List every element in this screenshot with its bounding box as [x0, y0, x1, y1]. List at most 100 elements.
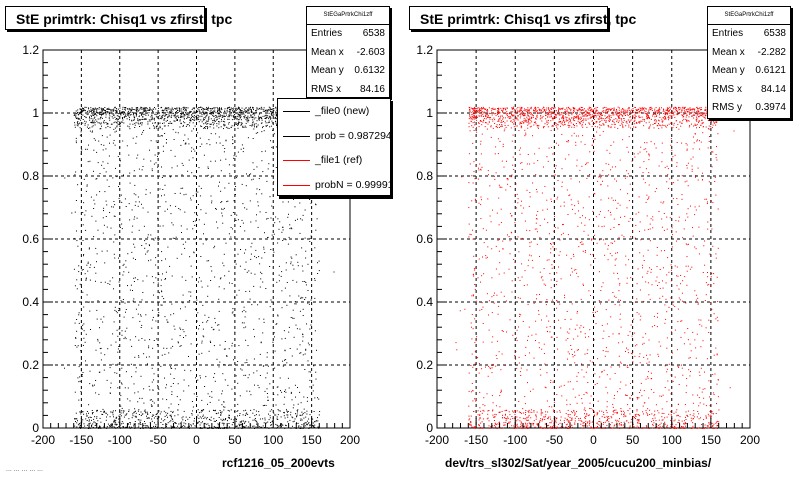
- data-point: [111, 427, 112, 429]
- data-point: [157, 282, 159, 284]
- data-point: [477, 107, 479, 109]
- data-point: [560, 107, 562, 109]
- data-point: [213, 124, 214, 126]
- data-point: [665, 125, 666, 127]
- data-point: [609, 119, 611, 121]
- data-point: [703, 112, 705, 114]
- data-point: [114, 309, 116, 311]
- data-point: [627, 108, 629, 110]
- data-point: [286, 304, 288, 306]
- data-point: [174, 422, 176, 423]
- data-point: [88, 248, 90, 250]
- data-point: [97, 338, 99, 340]
- data-point: [487, 413, 489, 415]
- data-point: [181, 116, 183, 118]
- data-point: [182, 419, 184, 421]
- data-point: [261, 131, 263, 133]
- data-point: [555, 125, 557, 127]
- data-point: [179, 422, 181, 424]
- data-point: [201, 427, 203, 429]
- data-point: [600, 117, 602, 119]
- data-point: [213, 418, 215, 420]
- data-point: [94, 139, 96, 141]
- data-point: [107, 122, 109, 124]
- data-point: [226, 356, 228, 357]
- data-point: [573, 109, 574, 111]
- data-point: [211, 202, 213, 204]
- data-point: [621, 118, 623, 120]
- data-point: [686, 114, 688, 116]
- data-point: [198, 328, 200, 330]
- data-point: [122, 108, 124, 110]
- data-point: [153, 379, 154, 381]
- data-point: [107, 108, 109, 110]
- data-point: [139, 428, 141, 429]
- data-point: [221, 393, 223, 395]
- data-point: [261, 122, 263, 124]
- data-point: [188, 427, 190, 429]
- data-point: [199, 146, 201, 147]
- data-point: [207, 109, 209, 111]
- data-point: [81, 411, 83, 413]
- data-point: [264, 120, 266, 122]
- data-point: [578, 117, 580, 119]
- data-point: [146, 417, 148, 419]
- data-point: [242, 151, 244, 153]
- data-point: [605, 121, 607, 123]
- data-point: [490, 126, 492, 128]
- data-point: [138, 119, 140, 120]
- data-point: [211, 270, 213, 272]
- data-point: [695, 116, 697, 118]
- data-point: [523, 122, 525, 124]
- data-point: [302, 333, 304, 335]
- data-point: [196, 214, 198, 216]
- data-point: [82, 224, 84, 226]
- data-point: [78, 123, 80, 125]
- data-point: [563, 117, 565, 119]
- data-point: [536, 115, 538, 116]
- data-point: [468, 107, 470, 109]
- data-point: [181, 113, 183, 115]
- data-point: [533, 121, 535, 123]
- data-point: [632, 115, 634, 116]
- data-point: [208, 108, 210, 109]
- data-point: [142, 131, 144, 133]
- data-point: [207, 423, 209, 425]
- data-point: [241, 183, 243, 185]
- data-point: [582, 121, 584, 123]
- data-point: [548, 114, 550, 116]
- data-point: [264, 115, 266, 117]
- data-point: [164, 377, 165, 379]
- data-point: [536, 116, 538, 118]
- data-point: [558, 121, 560, 123]
- data-point: [178, 423, 180, 425]
- data-point: [237, 119, 239, 121]
- data-point: [503, 121, 504, 122]
- data-point: [259, 108, 261, 110]
- data-point: [167, 246, 169, 248]
- data-point: [87, 261, 89, 263]
- data-point: [654, 113, 656, 115]
- data-point: [275, 118, 277, 120]
- data-point: [260, 271, 262, 273]
- data-point: [713, 119, 715, 121]
- data-point: [128, 418, 130, 420]
- data-point: [284, 337, 286, 339]
- data-point: [94, 124, 96, 126]
- data-point: [268, 116, 270, 118]
- data-point: [183, 390, 185, 392]
- data-point: [562, 121, 563, 123]
- data-point: [472, 113, 474, 115]
- data-point: [84, 425, 86, 427]
- data-point: [105, 216, 107, 217]
- data-point: [528, 123, 530, 125]
- data-point: [207, 106, 209, 108]
- data-point: [213, 118, 215, 120]
- y-tick-label: 0.4: [22, 295, 39, 309]
- data-point: [243, 147, 245, 149]
- data-point: [232, 228, 233, 230]
- data-point: [181, 116, 183, 118]
- data-point: [253, 285, 255, 287]
- data-point: [542, 115, 544, 117]
- data-point: [182, 113, 184, 115]
